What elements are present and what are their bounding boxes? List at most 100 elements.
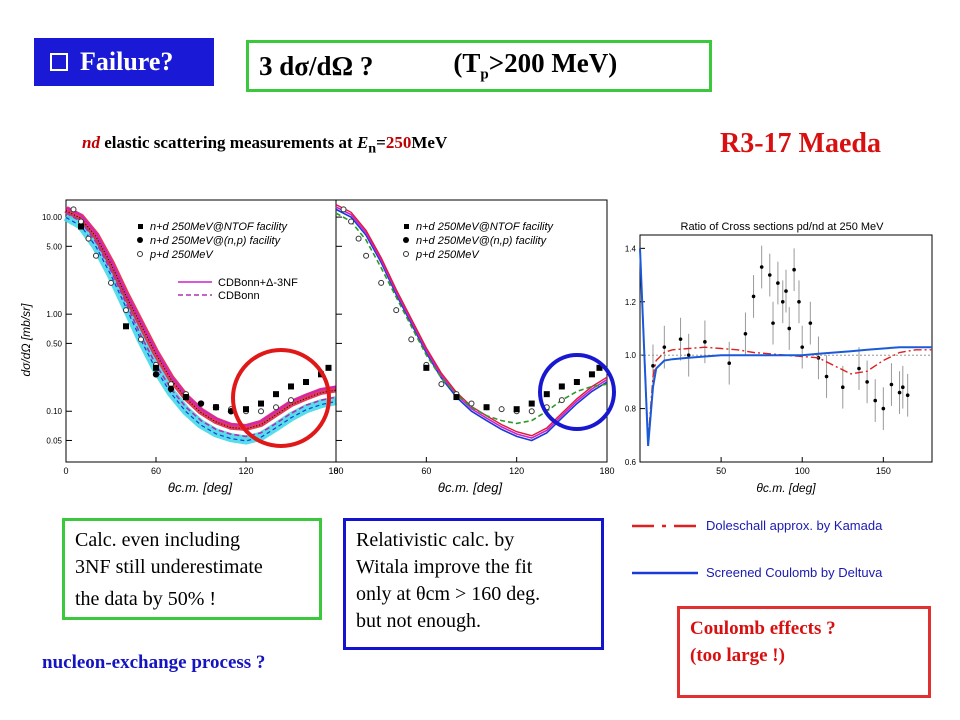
- red-note-line: (too large !): [690, 645, 785, 666]
- data-point-ntof: [543, 391, 550, 398]
- legend-np: n+d 250MeV@(n,p) facility: [416, 235, 548, 247]
- data-point-ratio: [881, 406, 886, 411]
- data-point-ntof: [325, 364, 332, 371]
- data-point-ntof: [273, 391, 279, 398]
- data-point-ntof: [213, 404, 219, 411]
- data-point-ratio: [905, 393, 910, 398]
- e-sub: n: [368, 140, 377, 157]
- blue-note-box: Relativistic calc. by Witala improve the…: [343, 518, 604, 650]
- legend-marker-np: [137, 237, 143, 243]
- x-tick-label: 100: [795, 466, 810, 476]
- data-point-pd: [85, 235, 92, 242]
- data-point-pd: [393, 307, 400, 314]
- data-point-ratio: [759, 265, 764, 269]
- x-axis-label: θc.m. [deg]: [168, 480, 233, 495]
- green-note-line: the data by 50% !: [75, 588, 217, 610]
- data-point-ntof: [183, 394, 189, 401]
- x-tick-label: 180: [599, 466, 614, 476]
- dashdot-line-icon: [632, 524, 698, 527]
- energy-value: 250: [385, 133, 412, 152]
- data-point-pd: [558, 397, 565, 404]
- blue-note-line: Witala improve the fit: [356, 556, 533, 578]
- subtitle-text: elastic scattering measurements at: [99, 133, 357, 152]
- data-point-pd: [355, 235, 362, 242]
- nd-label: nd: [82, 133, 100, 152]
- data-point-ratio: [780, 299, 785, 304]
- data-point-ntof: [596, 364, 603, 371]
- red-highlight-circle: [231, 348, 331, 448]
- data-point-ntof: [453, 394, 460, 401]
- y-tick-label: 0.50: [46, 339, 62, 348]
- series-line-magenta: [335, 206, 608, 439]
- legend-pd: p+d 250MeV: [149, 249, 214, 261]
- y-axis-label: dσ/dΩ [mb/sr]: [19, 303, 33, 377]
- data-point-ratio: [865, 380, 869, 384]
- plot-left: 10.00 5.00 1.00 0.50 0.10 0.05 0 60 120 180 θc.m. …: [19, 199, 344, 495]
- data-point-np: [152, 371, 160, 378]
- data-point-pd: [258, 408, 264, 415]
- legend-ntof: n+d 250MeV@NTOF facility: [150, 221, 289, 233]
- data-point-np: [167, 385, 175, 393]
- nucleon-exchange-label: nucleon-exchange process ?: [42, 652, 266, 673]
- x-tick-label: 180: [328, 466, 343, 476]
- data-point-ratio: [651, 364, 655, 368]
- y-tick-label: 1.2: [625, 298, 637, 307]
- data-point-ratio: [897, 390, 902, 395]
- legend-doleschall: Doleschall approx. by Kamada: [630, 518, 882, 533]
- data-point-pd: [438, 381, 445, 388]
- eq-sign: =: [376, 133, 386, 152]
- data-point-ratio: [808, 321, 813, 325]
- data-point-ratio: [784, 289, 788, 293]
- x-axis-label: θc.m. [deg]: [756, 481, 816, 495]
- data-point-ratio: [824, 374, 829, 379]
- plot-middle: 0 60 120 180 θc.m. [deg] n+d 250MeV@NTOF faci…: [333, 199, 615, 495]
- x-tick-label: 120: [238, 466, 253, 476]
- y-tick-label: 0.10: [46, 407, 62, 416]
- tp-sub: p: [480, 66, 489, 83]
- data-point-ntof: [483, 404, 490, 411]
- data-point-ratio: [686, 353, 691, 357]
- data-point-ratio: [800, 345, 805, 349]
- legend-marker-np: [403, 237, 409, 243]
- data-point-ntof: [78, 223, 84, 230]
- data-point-ratio: [767, 273, 772, 277]
- y-tick-label: 10.00: [42, 213, 63, 222]
- black-dotted-line: [65, 210, 337, 430]
- tp-open: (T: [453, 48, 481, 79]
- green-note-line: 3NF still underestimate: [75, 556, 263, 578]
- data-point-pd: [93, 252, 99, 259]
- author-label: R3-17 Maeda: [720, 128, 881, 159]
- chart-title: Ratio of Cross sections pd/nd at 250 MeV: [681, 221, 885, 233]
- legend-cdbonn: CDBonn: [218, 290, 260, 302]
- data-point-np: [197, 400, 205, 407]
- y-tick-label: 0.6: [625, 458, 637, 467]
- data-point-pd: [108, 279, 114, 286]
- data-point-ntof: [423, 364, 430, 371]
- data-point-ratio: [776, 281, 780, 285]
- cyan-band: [63, 212, 337, 445]
- blue-note-line: Relativistic calc. by: [356, 529, 515, 551]
- tp-rest: >200 MeV): [488, 48, 618, 79]
- data-point-ratio: [751, 294, 756, 299]
- data-point-pd: [498, 406, 505, 413]
- legend-pd: p+d 250MeV: [415, 249, 480, 261]
- tp-condition: (Tp>200 MeV): [453, 48, 617, 83]
- data-point-ratio: [840, 385, 845, 390]
- data-point-ntof: [243, 406, 249, 413]
- data-point-pd: [273, 404, 279, 411]
- legend-marker-pd: [137, 251, 143, 257]
- data-point-pd: [378, 279, 385, 286]
- measurement-subtitle: nd elastic scattering measurements at En…: [82, 133, 447, 157]
- plot-frame: [335, 199, 608, 463]
- legend-cdbonn-3nf: CDBonn+Δ-3NF: [218, 277, 298, 289]
- solid-line-icon: [632, 571, 698, 574]
- blue-highlight-circle: [538, 353, 616, 431]
- red-band: [64, 206, 337, 432]
- data-point-pd: [78, 218, 84, 225]
- data-point-ratio: [727, 361, 732, 365]
- equation-box: 3 dσ/dΩ ? (Tp>200 MeV): [246, 40, 712, 92]
- data-point-ratio: [901, 385, 905, 390]
- data-point-pd: [340, 206, 347, 213]
- red-note-line: Coulomb effects ?: [690, 618, 836, 639]
- x-tick-label: 60: [421, 466, 431, 476]
